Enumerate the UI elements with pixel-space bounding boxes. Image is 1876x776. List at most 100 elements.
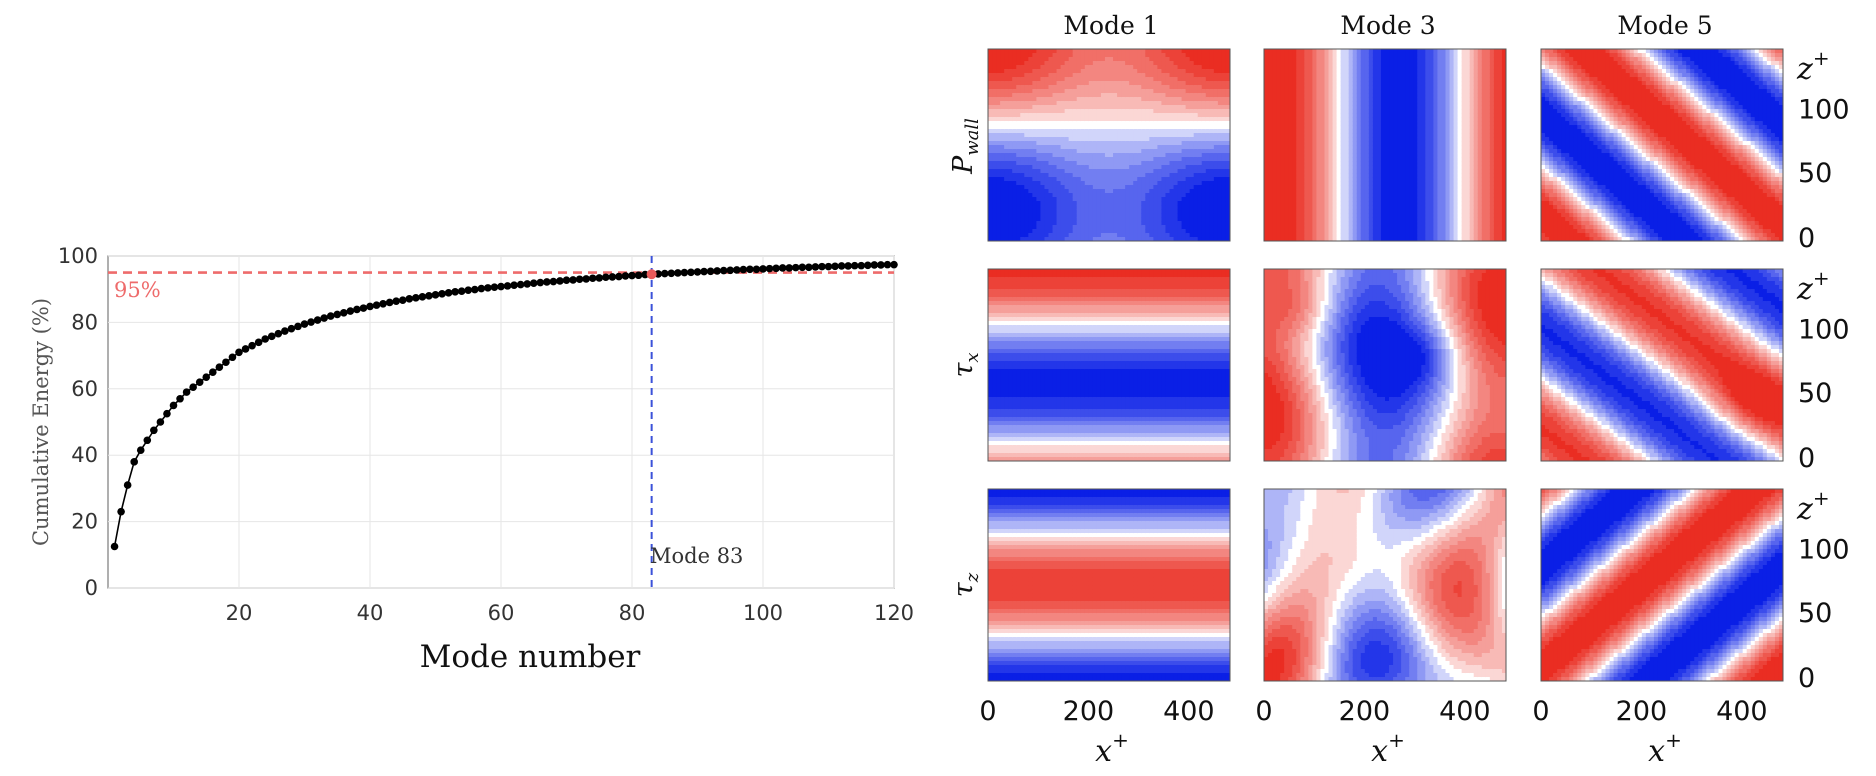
y-tick-label: 20 xyxy=(71,510,98,534)
data-point xyxy=(353,305,361,314)
data-point xyxy=(156,418,165,426)
data-point xyxy=(385,298,394,307)
data-point xyxy=(438,290,446,298)
z-axis-label: z+ xyxy=(1796,46,1830,87)
row-label-p-wall: Pwall xyxy=(948,118,983,175)
panel-frame xyxy=(987,488,1231,682)
data-point xyxy=(870,261,879,269)
x-tick-label: 120 xyxy=(874,601,914,625)
x-axis-label: x+ xyxy=(1648,728,1682,769)
data-point xyxy=(405,295,414,303)
data-point xyxy=(294,322,302,331)
cumulative-energy-chart: 20 40 60 80 100 120 0 20 40 60 80 100 Mode number C… xyxy=(29,244,914,675)
data-point xyxy=(471,285,479,294)
data-point xyxy=(746,265,754,274)
z-tick-label: 100 xyxy=(1798,535,1850,566)
data-point xyxy=(621,272,630,280)
y-tick-label: 60 xyxy=(71,377,98,401)
data-point xyxy=(615,272,623,281)
data-point xyxy=(864,261,872,270)
data-point xyxy=(287,324,296,333)
x-tick-label: 0 xyxy=(979,696,996,727)
data-point xyxy=(418,293,427,301)
y-tick-label: 0 xyxy=(85,576,98,600)
data-point xyxy=(248,341,256,350)
data-point xyxy=(602,273,610,282)
series-cumulative-energy xyxy=(110,260,898,551)
data-point xyxy=(307,318,315,326)
x-tick-label: 400 xyxy=(1716,696,1768,727)
mode-contour-grid: Mode 1 Mode 3 Mode 5 Pwall τx τz 0 200 400… xyxy=(948,11,1850,769)
data-point xyxy=(340,308,348,317)
data-point xyxy=(556,277,564,285)
data-point xyxy=(490,283,499,292)
data-point xyxy=(575,275,584,284)
data-point xyxy=(582,275,590,283)
data-point xyxy=(313,316,322,324)
contour-panel-r1-c2 xyxy=(1264,49,1506,241)
data-point xyxy=(241,345,250,353)
data-point xyxy=(359,304,368,312)
y-tick-label: 100 xyxy=(58,244,98,268)
panel-frame xyxy=(1263,488,1507,682)
data-point xyxy=(824,262,833,271)
z-tick-label: 50 xyxy=(1798,378,1832,409)
data-point xyxy=(392,297,401,305)
data-point xyxy=(791,263,800,272)
data-point xyxy=(228,353,237,362)
data-point xyxy=(693,268,702,276)
data-point xyxy=(529,279,538,288)
x-tick-label: 200 xyxy=(1339,696,1391,727)
data-point xyxy=(752,265,761,274)
z-tick-label: 0 xyxy=(1798,663,1815,694)
panel-frame xyxy=(1540,48,1784,242)
panel-frame xyxy=(1263,268,1507,462)
data-point xyxy=(431,291,440,299)
data-point xyxy=(516,280,525,289)
data-point xyxy=(536,278,545,287)
data-point xyxy=(595,274,604,282)
panel-frame xyxy=(1540,268,1784,462)
x-tick-label: 80 xyxy=(619,601,646,625)
data-point xyxy=(811,263,820,271)
x-tick-label: 60 xyxy=(488,601,515,625)
data-point xyxy=(733,266,741,274)
data-point xyxy=(726,266,735,275)
z-tick-label: 100 xyxy=(1798,315,1850,346)
col-title-mode-1: Mode 1 xyxy=(1063,11,1158,40)
z-axis-label: z+ xyxy=(1796,486,1830,527)
data-point xyxy=(680,268,689,277)
data-point xyxy=(667,269,676,278)
data-point xyxy=(222,358,230,367)
data-point xyxy=(713,267,721,275)
data-point xyxy=(202,373,211,381)
data-point xyxy=(163,409,171,418)
contour-panel-r2-c3 xyxy=(1541,269,1783,461)
data-point xyxy=(700,267,708,276)
x-tick-label: 200 xyxy=(1616,696,1668,727)
data-point xyxy=(543,278,551,286)
data-point xyxy=(660,269,669,278)
data-point xyxy=(267,332,276,341)
data-point xyxy=(372,301,381,309)
data-point xyxy=(798,263,807,272)
data-point xyxy=(634,271,643,280)
data-point xyxy=(130,458,138,466)
contour-panel-r3-c1 xyxy=(988,489,1230,681)
data-point xyxy=(674,269,682,277)
data-point xyxy=(195,378,204,386)
data-point xyxy=(503,282,512,290)
data-point xyxy=(150,426,158,435)
data-point xyxy=(719,266,728,275)
highlight-point-mode-83 xyxy=(646,269,657,280)
z-axis-label: z+ xyxy=(1796,266,1830,307)
contour-panel-r1-c3 xyxy=(1541,49,1783,241)
panel-frame xyxy=(987,268,1231,462)
data-point xyxy=(346,307,355,315)
data-point xyxy=(379,300,387,308)
data-point xyxy=(772,264,780,273)
data-point xyxy=(209,368,217,377)
data-point xyxy=(110,542,119,551)
x-axis-label: x+ xyxy=(1371,728,1405,769)
contour-panel-r3-c2 xyxy=(1264,489,1506,681)
